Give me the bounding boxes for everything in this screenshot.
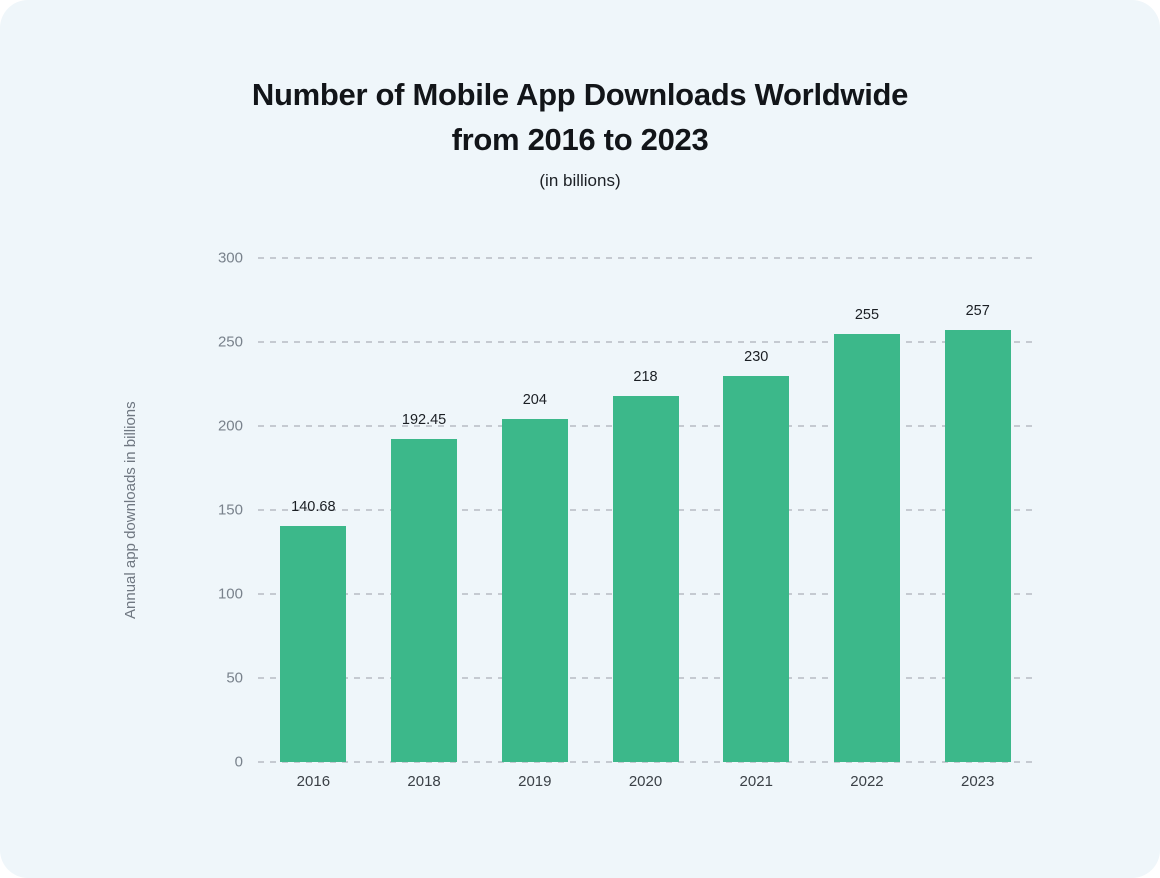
x-tick-label: 2023	[960, 773, 995, 790]
bar-column: 218 2020	[590, 258, 701, 790]
gridline	[258, 761, 1033, 763]
y-tick-label: 50	[226, 669, 243, 687]
x-tick-label: 2021	[739, 773, 773, 790]
bar-value-label: 257	[965, 303, 990, 320]
gridline	[258, 341, 1033, 343]
bar-column: 192.45 2018	[369, 258, 480, 790]
bar-series: 140.68 2016 192.45 2018 204 2019 218 2020 230 202…	[258, 258, 1033, 790]
bar-value-label: 140.68	[291, 498, 336, 515]
gridline	[258, 257, 1033, 259]
y-tick-label: 0	[234, 753, 243, 771]
x-tick-label: 2019	[518, 773, 552, 790]
x-tick-label: 2018	[407, 773, 441, 790]
y-axis-title: Annual app downloads in billions	[122, 401, 139, 619]
bar	[723, 375, 790, 762]
y-tick-label: 200	[217, 417, 243, 435]
chart-title-line1: Number of Mobile App Downloads Worldwide	[251, 77, 909, 112]
bar-column: 230 2021	[701, 258, 812, 790]
chart-title: Number of Mobile App Downloads Worldwide…	[0, 72, 1160, 162]
chart-subtitle: (in billions)	[539, 171, 621, 190]
y-tick-label: 100	[217, 585, 243, 603]
bar-value-label: 192.45	[401, 411, 447, 428]
bar-column: 257 2023	[922, 258, 1033, 790]
bar	[280, 525, 347, 762]
bar-column: 140.68 2016	[258, 258, 369, 790]
bar-column: 255 2022	[812, 258, 923, 790]
x-tick-label: 2016	[296, 773, 331, 790]
bar-value-label: 255	[854, 306, 880, 323]
bar	[391, 438, 458, 762]
bar	[944, 330, 1011, 762]
bar	[612, 395, 679, 762]
x-tick-label: 2022	[850, 773, 884, 790]
x-tick-label: 2020	[628, 773, 663, 790]
bar	[501, 419, 568, 762]
chart-header: Number of Mobile App Downloads Worldwide…	[0, 72, 1160, 191]
chart-title-line2: from 2016 to 2023	[451, 122, 709, 157]
y-tick-label: 150	[217, 501, 243, 519]
bar	[833, 333, 900, 762]
plot-area: 0 50 100 150 200 250 300 140.68 2016 192.45 2018 20…	[218, 250, 1033, 790]
bar-value-label: 230	[744, 348, 769, 365]
bar-column: 204 2019	[479, 258, 590, 790]
y-tick-label: 250	[217, 333, 243, 351]
y-tick-label: 300	[217, 249, 243, 267]
bar-value-label: 218	[633, 368, 658, 385]
bar-value-label: 204	[522, 392, 547, 409]
